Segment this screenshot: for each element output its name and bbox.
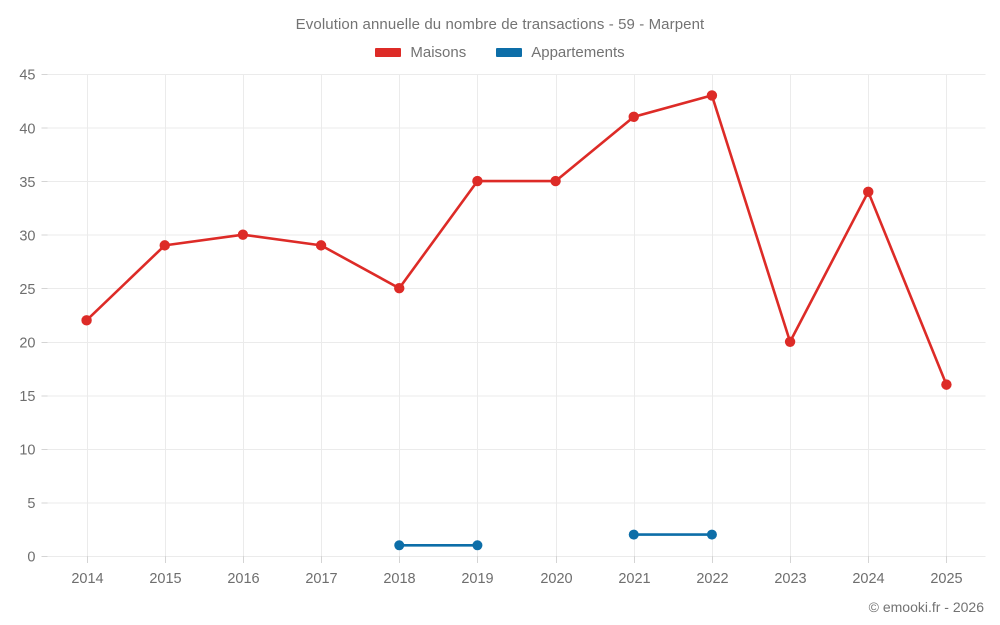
- legend-swatch-maisons-icon: [375, 48, 402, 57]
- legend-swatch-appartements-icon: [496, 48, 523, 57]
- x-tick-label: 2024: [852, 571, 884, 587]
- chart-legend: Maisons Appartements: [0, 44, 1000, 61]
- legend-item-appartements[interactable]: Appartements: [496, 44, 625, 61]
- y-tick-label: 35: [19, 175, 35, 191]
- legend-item-maisons[interactable]: Maisons: [375, 44, 466, 61]
- y-tick-label: 20: [19, 335, 35, 351]
- y-tick-label: 45: [19, 68, 35, 84]
- y-tick-label: 10: [19, 443, 35, 459]
- y-tick-label: 30: [19, 228, 35, 244]
- x-tick-label: 2025: [930, 571, 962, 587]
- x-tick-label: 2017: [305, 571, 337, 587]
- y-tick-label: 40: [19, 121, 35, 137]
- y-tick-label: 15: [19, 389, 35, 405]
- data-point-maisons-2025[interactable]: [941, 379, 952, 390]
- data-point-maisons-2015[interactable]: [159, 240, 170, 251]
- series-line-maisons: [85, 94, 948, 386]
- data-point-appartements-2022[interactable]: [706, 529, 717, 540]
- chart-title: Evolution annuelle du nombre de transact…: [295, 16, 705, 33]
- data-point-maisons-2024[interactable]: [863, 186, 874, 198]
- data-point-appartements-2018[interactable]: [394, 540, 405, 551]
- x-tick-label: 2015: [149, 571, 181, 587]
- data-point-maisons-2020[interactable]: [550, 175, 561, 187]
- data-point-appartements-2021[interactable]: [628, 529, 639, 540]
- data-point-maisons-2019[interactable]: [472, 175, 483, 187]
- x-tick-label: 2018: [383, 571, 415, 587]
- data-point-maisons-2017[interactable]: [315, 240, 327, 251]
- x-tick-label: 2016: [227, 571, 259, 587]
- y-tick-label: 0: [27, 550, 35, 566]
- x-tick-label: 2014: [71, 571, 103, 587]
- x-tick-label: 2019: [461, 571, 493, 587]
- data-point-maisons-2021[interactable]: [628, 111, 639, 123]
- y-tick-label: 5: [27, 496, 35, 512]
- data-point-maisons-2022[interactable]: [706, 90, 718, 101]
- legend-label-maisons: Maisons: [410, 44, 467, 61]
- x-tick-label: 2021: [618, 571, 650, 587]
- y-tick-label: 25: [19, 282, 35, 298]
- data-point-maisons-2016[interactable]: [237, 229, 249, 240]
- data-point-maisons-2014[interactable]: [81, 315, 92, 326]
- data-point-maisons-2023[interactable]: [784, 336, 796, 347]
- data-point-appartements-2019[interactable]: [472, 540, 483, 551]
- x-tick-label: 2023: [774, 571, 806, 587]
- x-tick-label: 2020: [540, 571, 572, 587]
- footer-credit: © emooki.fr - 2026: [868, 599, 984, 615]
- data-point-maisons-2018[interactable]: [394, 283, 405, 294]
- x-tick-label: 2022: [696, 571, 728, 587]
- legend-label-appartements: Appartements: [531, 44, 625, 61]
